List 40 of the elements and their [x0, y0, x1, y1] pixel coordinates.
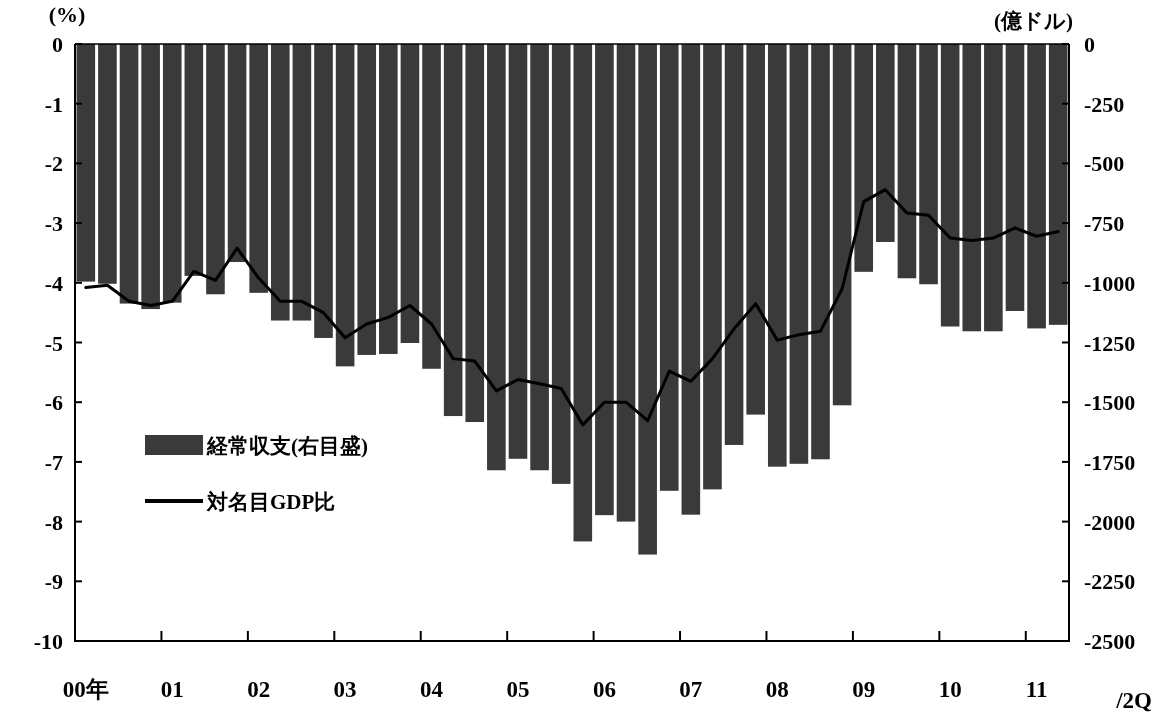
text: /2Q — [1115, 688, 1152, 713]
y2-tick-label: -2000 — [1084, 509, 1136, 535]
y-tick-label: -6 — [44, 390, 63, 416]
y-tick-label: -4 — [44, 270, 63, 296]
x-tick-label: 03 — [333, 677, 357, 702]
x-tick-label: 00年 — [62, 677, 109, 702]
legend-label: 対名目GDP比 — [206, 490, 336, 514]
line-series — [84, 188, 1060, 427]
x-tick-label: 08 — [765, 677, 789, 702]
y-tick-label: -5 — [44, 330, 63, 356]
y-tick-label: -8 — [44, 509, 63, 535]
y-axis-title: (%) — [48, 2, 86, 27]
x-tick-label: 02 — [247, 677, 271, 702]
y-tick-label: -10 — [33, 629, 63, 654]
y2-tick-label: -2250 — [1084, 569, 1136, 595]
y2-tick-label: -1500 — [1084, 390, 1136, 416]
y2-tick-label: -250 — [1084, 91, 1125, 117]
y2-tick-label: 0 — [1084, 32, 1095, 57]
y2-tick-label: -1250 — [1084, 330, 1136, 356]
x-tick-label: 04 — [420, 677, 444, 702]
y-tick-label: -1 — [44, 91, 63, 117]
y2-tick-label: -750 — [1084, 211, 1125, 237]
x-tick-label: 10 — [938, 677, 962, 702]
y2-tick-label: -1750 — [1084, 449, 1136, 475]
y-tick-label: -7 — [44, 449, 63, 475]
x-tick-label: 06 — [592, 677, 616, 702]
legend-label: 経常収支(右目盛) — [206, 434, 368, 458]
x-tick-label: 05 — [506, 677, 530, 702]
y-tick-label: 0 — [52, 32, 63, 57]
y2-axis-title: (億ドル) — [994, 9, 1073, 33]
x-tick-label: 07 — [679, 677, 703, 702]
x-tick-label: 11 — [1025, 677, 1048, 702]
y-tick-label: -3 — [44, 211, 63, 237]
y2-tick-label: -1000 — [1084, 270, 1136, 296]
x-tick-label: 09 — [852, 677, 876, 702]
y2-tick-label: -2500 — [1084, 629, 1136, 654]
y-tick-label: -9 — [44, 569, 63, 595]
x-tick-label: 01 — [160, 677, 184, 702]
y-tick-label: -2 — [44, 151, 63, 177]
y2-tick-label: -500 — [1084, 151, 1125, 177]
